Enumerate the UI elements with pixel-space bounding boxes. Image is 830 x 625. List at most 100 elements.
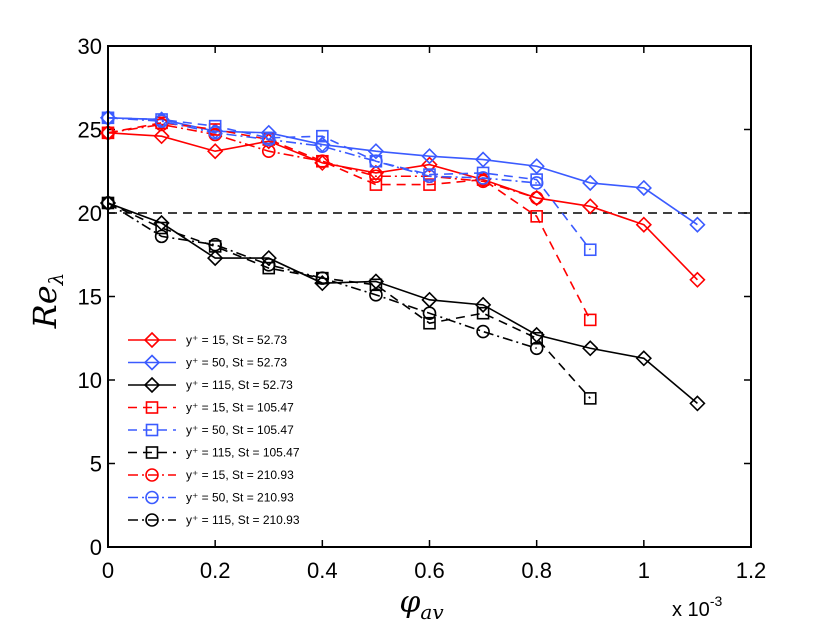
data-point [689, 216, 706, 233]
data-point [261, 132, 276, 147]
legend-marker [145, 490, 159, 505]
data-point [422, 169, 437, 184]
legend-marker [143, 376, 161, 394]
series-6 [101, 196, 597, 405]
legend-entry: y⁺ = 115, St = 210.93 [128, 513, 300, 527]
data-point [154, 229, 169, 244]
legend-marker [143, 354, 161, 371]
data-point [582, 340, 599, 357]
legend-entry: y⁺ = 15, St = 210.93 [128, 468, 294, 482]
series-line [107, 117, 591, 251]
y-tick-label: 20 [78, 201, 102, 226]
data-point [530, 331, 543, 345]
data-point [369, 178, 383, 191]
data-point [689, 395, 706, 412]
data-point [583, 313, 597, 327]
data-point [369, 154, 383, 169]
y-axis-label: Reλ [26, 273, 68, 330]
series-9 [101, 196, 544, 356]
series-line [107, 123, 537, 199]
legend-label: y⁺ = 50, St = 105.47 [186, 423, 294, 437]
y-tick-label: 25 [78, 118, 102, 143]
data-point [530, 210, 543, 223]
data-point [208, 119, 222, 133]
data-point [583, 243, 597, 257]
x-axis-label-base: φ [399, 585, 420, 620]
series-line [107, 132, 698, 281]
y-tick-label: 0 [90, 535, 102, 560]
y-tick-label: 5 [90, 452, 102, 477]
x-axis-multiplier: x 10-3 [672, 593, 722, 621]
data-point [369, 278, 383, 292]
data-point [367, 164, 385, 182]
data-point [529, 176, 544, 190]
data-point [474, 296, 492, 313]
axis-labels: Reλ φav x 10-3 [26, 273, 722, 624]
legend-label: y⁺ = 115, St = 210.93 [186, 513, 300, 527]
x-axis-multiplier-exp: -3 [710, 593, 723, 609]
x-axis-label: φav [399, 585, 444, 624]
data-point [582, 174, 599, 192]
legend-entry: y⁺ = 15, St = 105.47 [128, 401, 294, 415]
series-8 [101, 111, 544, 190]
series-line [107, 117, 537, 184]
data-point [423, 178, 436, 191]
data-point [476, 171, 490, 185]
series-line [107, 117, 698, 226]
series-line [107, 202, 537, 350]
plot-frame [107, 45, 752, 548]
data-point [261, 257, 276, 272]
data-point [476, 174, 490, 189]
data-point [635, 350, 652, 367]
legend-label: y⁺ = 15, St = 52.73 [186, 333, 287, 347]
legend-marker [145, 423, 159, 437]
data-point [582, 198, 599, 215]
x-tick-label: 0.6 [414, 558, 445, 583]
data-point [422, 306, 437, 321]
y-axis-label-base: Re [26, 285, 64, 329]
x-axis-multiplier-base: x 10 [672, 599, 710, 621]
x-tick-label: 1.2 [736, 558, 767, 583]
data-point [529, 191, 544, 205]
legend-label: y⁺ = 115, St = 52.73 [186, 378, 293, 392]
data-point [154, 114, 169, 128]
data-point [369, 288, 383, 302]
series-line [107, 122, 591, 321]
data-point [315, 271, 330, 285]
data-point [529, 341, 544, 356]
x-axis-label-sub: av [420, 600, 444, 624]
data-point [421, 156, 438, 173]
legend-marker [145, 446, 159, 459]
legend-entry: y⁺ = 15, St = 52.73 [128, 331, 287, 349]
data-point [367, 143, 385, 160]
data-point [476, 306, 490, 320]
legend-label: y⁺ = 50, St = 52.73 [186, 356, 287, 370]
y-tick-label: 10 [78, 368, 102, 393]
legend-marker [143, 331, 161, 349]
data-point [583, 392, 597, 405]
legend-marker [145, 513, 159, 527]
data-point [208, 237, 222, 252]
ticks-layer: 0 0.2 0.4 0.6 0.8 1 1.2 0 5 10 15 20 25 30 [78, 34, 767, 583]
data-point [421, 148, 438, 165]
x-tick-label: 0.2 [200, 558, 231, 583]
legend-label: y⁺ = 15, St = 210.93 [186, 468, 294, 482]
data-point [208, 126, 222, 140]
data-point [207, 143, 224, 160]
data-point [154, 117, 169, 132]
legend-entry: y⁺ = 115, St = 52.73 [128, 376, 293, 394]
series-line [107, 202, 591, 399]
legend: y⁺ = 15, St = 52.73 y⁺ = 50, St = 52.73 y⁺… [128, 331, 300, 527]
x-tick-label: 0 [102, 558, 114, 583]
x-tick-label: 1 [638, 558, 650, 583]
legend-entry: y⁺ = 50, St = 105.47 [128, 423, 294, 437]
y-tick-label: 30 [78, 34, 102, 59]
data-point [528, 158, 545, 175]
data-point [689, 271, 706, 288]
data-point [423, 316, 436, 330]
data-point [369, 169, 383, 184]
data-point [476, 324, 490, 339]
data-point [315, 139, 330, 153]
legend-entry: y⁺ = 50, St = 210.93 [128, 491, 294, 505]
